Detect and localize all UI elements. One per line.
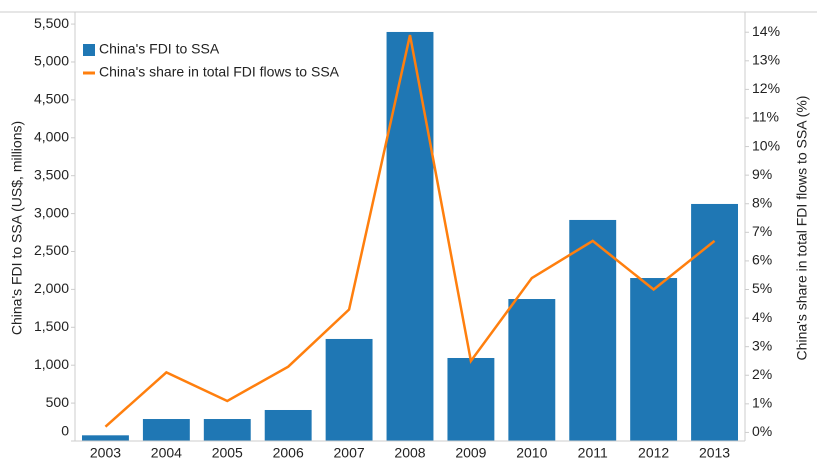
y-tick-label: 3,500 xyxy=(34,166,69,182)
x-tick-label: 2011 xyxy=(578,445,608,461)
y-tick-label: 1,500 xyxy=(34,318,69,334)
y-axis-title: China's FDI to SSA (US$, millions) xyxy=(9,121,25,335)
bar xyxy=(325,338,373,441)
y2-tick-label: 10% xyxy=(752,137,780,153)
bar xyxy=(142,419,190,441)
y-tick-label: 3,000 xyxy=(34,204,69,220)
bar xyxy=(264,409,312,441)
y2-tick-label: 1% xyxy=(752,395,772,411)
y2-tick-label: 3% xyxy=(752,337,772,353)
x-tick-label: 2009 xyxy=(455,445,486,461)
legend-label: China's FDI to SSA xyxy=(99,41,220,57)
y2-tick-label: 8% xyxy=(752,194,772,210)
y2-tick-label: 2% xyxy=(752,366,772,382)
y2-axis-title: China's share in total FDI flows to SSA … xyxy=(794,96,810,361)
y-tick-label: 5,500 xyxy=(34,15,69,31)
y2-tick-label: 6% xyxy=(752,252,772,268)
legend-swatch xyxy=(83,71,95,75)
x-tick-label: 2010 xyxy=(516,445,547,461)
y2-tick-label: 13% xyxy=(752,52,780,68)
bar xyxy=(386,31,434,441)
y2-tick-label: 11% xyxy=(752,109,779,125)
y-tick-label: 4,500 xyxy=(34,91,69,107)
bar xyxy=(691,203,738,441)
y-tick-label: 5,000 xyxy=(34,53,69,69)
y2-tick-label: 12% xyxy=(752,80,780,96)
y-tick-label: 4,000 xyxy=(34,128,69,144)
y-tick-label: 2,500 xyxy=(34,242,69,258)
x-tick-label: 2007 xyxy=(334,445,365,461)
y2-tick-label: 5% xyxy=(752,280,772,296)
y2-tick-label: 4% xyxy=(752,309,772,325)
y-tick-label: 1,000 xyxy=(34,356,69,372)
bar xyxy=(630,278,678,441)
x-tick-label: 2003 xyxy=(90,445,121,461)
bar xyxy=(447,357,495,441)
legend-label: China's share in total FDI flows to SSA xyxy=(99,64,340,80)
bar xyxy=(569,219,617,441)
bar xyxy=(203,419,251,441)
y2-tick-label: 9% xyxy=(752,166,772,182)
y2-tick-label: 0% xyxy=(752,423,772,439)
x-tick-label: 2008 xyxy=(394,445,425,461)
x-tick-label: 2012 xyxy=(638,445,669,461)
legend-swatch xyxy=(83,44,95,56)
y2-tick-label: 14% xyxy=(752,23,780,39)
y-tick-label: 0 xyxy=(61,423,69,439)
x-tick-label: 2004 xyxy=(151,445,182,461)
x-tick-label: 2013 xyxy=(699,445,730,461)
y-tick-label: 500 xyxy=(46,394,70,410)
bar xyxy=(508,299,556,441)
x-tick-label: 2006 xyxy=(273,445,304,461)
bar xyxy=(82,435,129,441)
y2-tick-label: 7% xyxy=(752,223,772,239)
y-tick-label: 2,000 xyxy=(34,280,69,296)
x-tick-label: 2005 xyxy=(212,445,243,461)
line xyxy=(104,34,716,428)
